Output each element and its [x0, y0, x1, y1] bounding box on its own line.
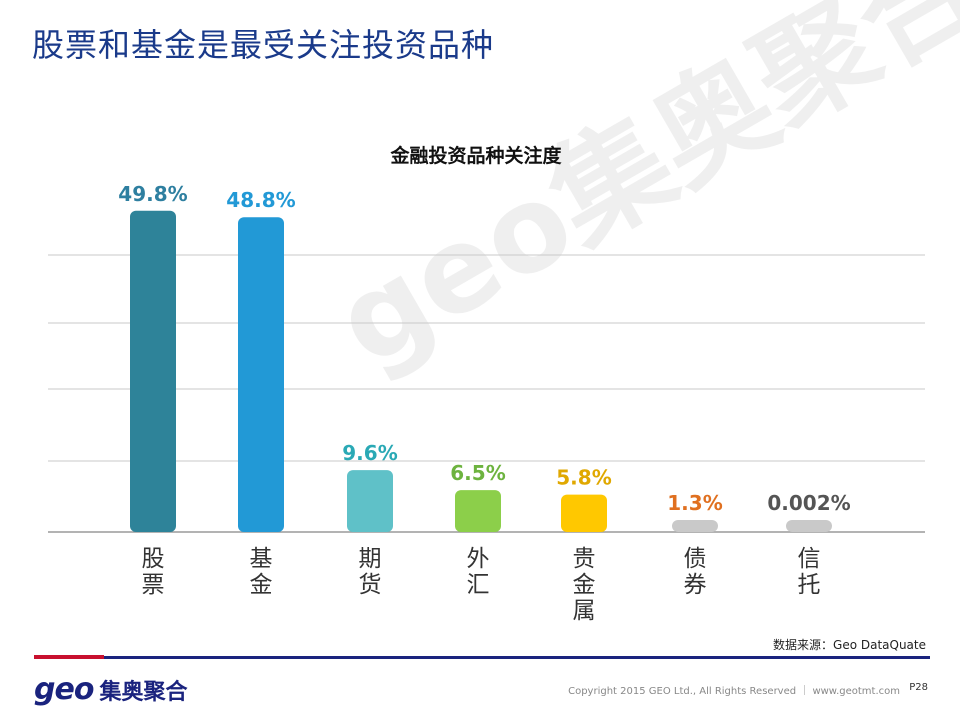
- bar: [672, 520, 718, 532]
- bar: [130, 210, 176, 533]
- data-label: 6.5%: [450, 461, 505, 485]
- page-number: P28: [909, 682, 928, 693]
- bar: [786, 520, 832, 532]
- category-label: 外汇: [467, 546, 490, 598]
- logo: geo 集奥聚合: [34, 672, 187, 707]
- category-label: 信托: [798, 546, 821, 598]
- copyright: Copyright 2015 GEO Ltd., All Rights Rese…: [568, 686, 900, 697]
- data-source: 数据来源：Geo DataQuate: [773, 638, 926, 652]
- bar: [238, 217, 284, 533]
- value-labels: 49.8% 48.8% 9.6% 6.5% 5.8% 1.3% 0.002%: [118, 182, 850, 515]
- category-label: 债券: [684, 546, 707, 598]
- bars: [130, 210, 832, 533]
- logo-cn: 集奥聚合: [99, 680, 188, 705]
- data-label: 0.002%: [767, 491, 850, 515]
- data-label: 9.6%: [342, 441, 397, 465]
- footer-rule-navy: [104, 656, 930, 659]
- data-label: 49.8%: [118, 182, 187, 206]
- page-title: 股票和基金是最受关注投资品种: [32, 26, 495, 64]
- category-label: 贵金属: [573, 546, 596, 624]
- bar: [561, 494, 607, 532]
- bar: [347, 470, 393, 532]
- data-label: 5.8%: [556, 466, 611, 490]
- category-label: 期货: [359, 546, 382, 598]
- data-label: 48.8%: [226, 188, 295, 212]
- bar: [455, 490, 501, 532]
- chart-title: 金融投资品种关注度: [389, 144, 562, 167]
- category-label: 股票: [142, 546, 165, 598]
- category-label: 基金: [250, 546, 273, 598]
- category-labels: 股票 基金 期货 外汇 贵金属 债券 信托: [142, 546, 821, 624]
- bar-chart: 金融投资品种关注度 49.8% 48.8% 9.6% 6.5% 5.8% 1.3% 0.00…: [48, 144, 925, 624]
- footer-rule-red: [34, 655, 104, 659]
- grid-lines: [48, 254, 925, 533]
- data-label: 1.3%: [667, 491, 722, 515]
- logo-geo: geo: [34, 672, 94, 707]
